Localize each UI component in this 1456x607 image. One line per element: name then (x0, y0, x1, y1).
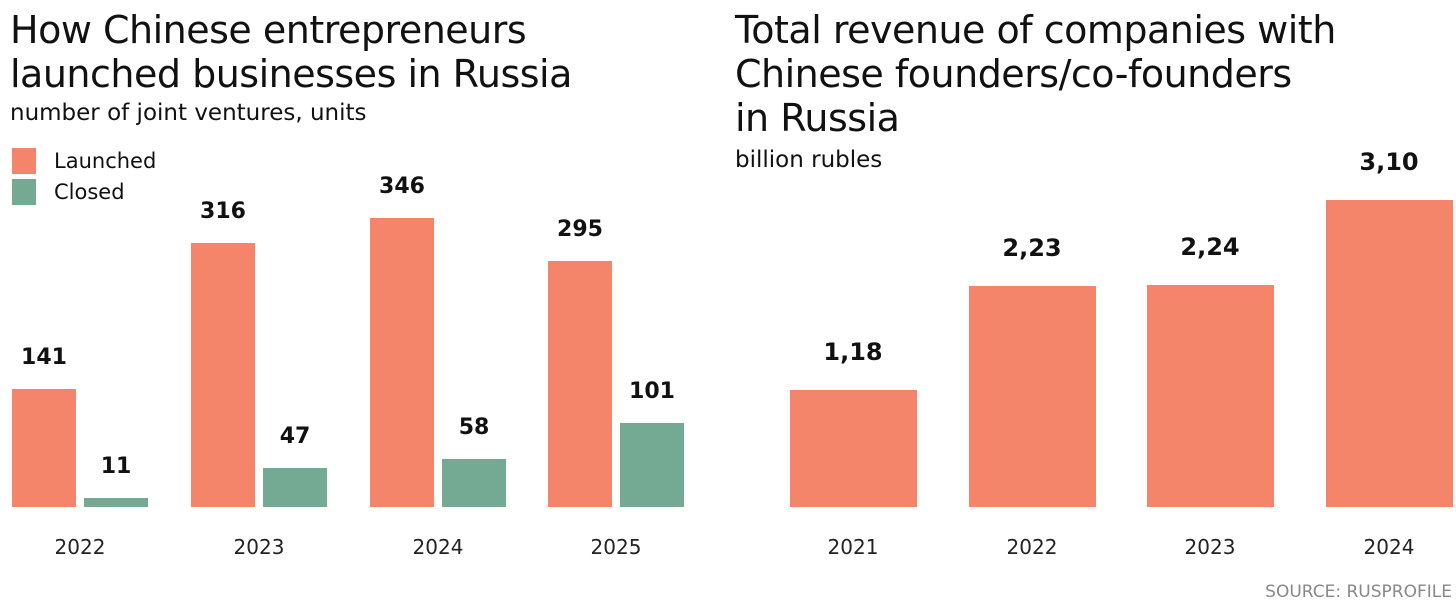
x-tick-label: 2023 (233, 535, 285, 559)
x-tick-label: 2025 (590, 535, 642, 559)
bar-launched-2022 (12, 389, 76, 507)
legend-closed: Closed (12, 179, 125, 205)
data-label: 141 (21, 345, 67, 371)
bar-closed-2024 (442, 458, 506, 507)
data-label: 101 (629, 378, 675, 404)
x-tick-label: 2022 (54, 535, 106, 559)
data-label: 295 (557, 216, 603, 242)
legend-swatch (12, 148, 36, 174)
x-tick-label: 2022 (1006, 535, 1058, 559)
bar-closed-2022 (84, 497, 148, 507)
legend-swatch (12, 179, 36, 205)
data-label: 2,24 (1180, 233, 1240, 262)
legend-launched: Launched (12, 148, 156, 174)
right-chart-title: Total revenue of companies with Chinese f… (735, 8, 1336, 140)
data-label: 1,18 (823, 338, 883, 367)
data-label: 58 (458, 414, 490, 440)
bar-launched-2025 (548, 260, 612, 507)
bar-closed-2023 (263, 467, 327, 507)
x-tick-label: 2023 (1184, 535, 1236, 559)
x-tick-label: 2024 (412, 535, 464, 559)
data-label: 11 (100, 453, 132, 479)
data-label: 316 (200, 199, 246, 225)
x-tick-label: 2024 (1363, 535, 1415, 559)
bar-launched-2023 (191, 243, 255, 507)
bar-launched-2024 (370, 218, 434, 507)
bar-revenue-2023 (1147, 285, 1274, 507)
x-tick-label: 2021 (827, 535, 879, 559)
right-chart-subtitle: billion rubles (735, 147, 883, 173)
bar-revenue-2024 (1326, 200, 1453, 507)
source-note: SOURCE: RUSPROFILE (1265, 582, 1452, 602)
bar-revenue-2022 (969, 286, 1096, 507)
left-chart-title: How Chinese entrepreneurs launched busine… (10, 8, 572, 96)
data-label: 47 (279, 423, 311, 449)
data-label: 346 (379, 174, 425, 199)
left-chart-subtitle: number of joint ventures, units (10, 100, 367, 126)
bar-closed-2025 (620, 422, 684, 507)
bar-revenue-2021 (790, 390, 917, 507)
data-label: 3,10 (1359, 148, 1419, 176)
data-label: 2,23 (1002, 234, 1062, 263)
